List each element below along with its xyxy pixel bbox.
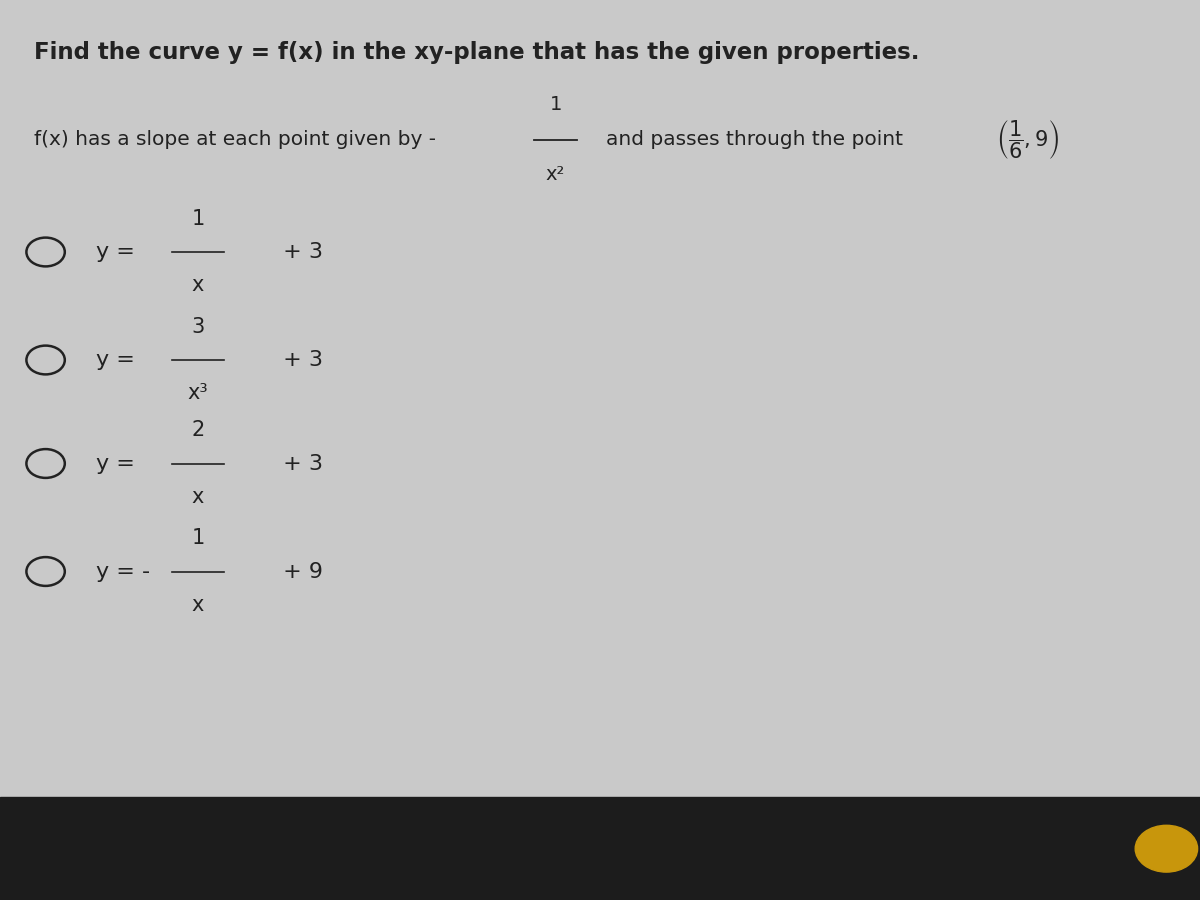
Text: 1: 1 [550, 95, 562, 114]
Text: x: x [192, 275, 204, 295]
Text: f(x) has a slope at each point given by -: f(x) has a slope at each point given by … [34, 130, 436, 149]
Text: x: x [192, 595, 204, 615]
Text: 1: 1 [191, 528, 205, 548]
Text: x³: x³ [187, 383, 209, 403]
Bar [0, 796, 1200, 900]
Text: and passes through the point: and passes through the point [606, 130, 904, 149]
Text: $\left(\dfrac{1}{6},9\right)$: $\left(\dfrac{1}{6},9\right)$ [996, 118, 1060, 161]
Text: y =: y = [96, 454, 142, 473]
Text: 1: 1 [191, 209, 205, 229]
Text: Find the curve y = f(x) in the xy-plane that has the given properties.: Find the curve y = f(x) in the xy-plane … [34, 40, 919, 64]
Text: y =: y = [96, 242, 142, 262]
Text: y =: y = [96, 350, 142, 370]
Text: + 3: + 3 [276, 242, 323, 262]
Text: y = -: y = - [96, 562, 150, 581]
Text: + 3: + 3 [276, 350, 323, 370]
Text: x²: x² [546, 165, 565, 184]
Text: + 3: + 3 [276, 454, 323, 473]
Text: x: x [192, 487, 204, 507]
Text: 3: 3 [191, 317, 205, 337]
Text: 2: 2 [191, 420, 205, 440]
Circle shape [1135, 825, 1198, 872]
Text: + 9: + 9 [276, 562, 323, 581]
